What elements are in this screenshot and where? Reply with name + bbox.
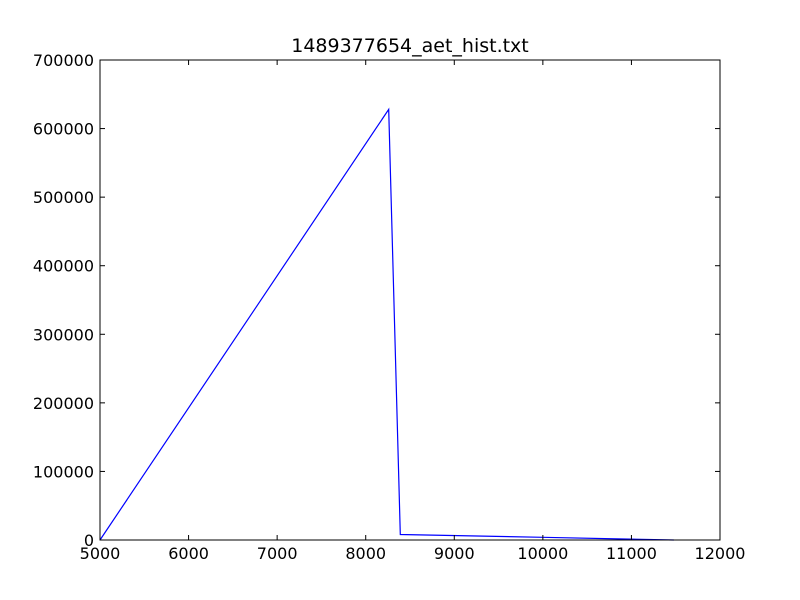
- y-tick-label: 500000: [33, 188, 94, 207]
- x-tick-label: 9000: [434, 544, 475, 563]
- plot-frame: [99, 59, 721, 541]
- y-tick-label: 0: [84, 531, 94, 550]
- x-tick-label: 11000: [606, 544, 657, 563]
- y-tick-label: 400000: [33, 257, 94, 276]
- y-tick-label: 100000: [33, 462, 94, 481]
- y-tick-label: 700000: [33, 51, 94, 70]
- x-tick-label: 12000: [695, 544, 746, 563]
- x-tick-label: 5000: [80, 544, 121, 563]
- series-line: [99, 107, 674, 541]
- y-tick-label: 600000: [33, 120, 94, 139]
- y-axis: 0 100000 200000 300000 400000 500000 600000 700…: [33, 51, 720, 550]
- y-tick-label: 300000: [33, 325, 94, 344]
- x-axis: 5000 6000 7000 8000 9000 10000 11000 12000: [80, 60, 746, 563]
- x-tick-label: 7000: [257, 544, 298, 563]
- x-tick-label: 8000: [345, 544, 386, 563]
- chart-title: 1489377654_aet_hist.txt: [291, 35, 529, 57]
- x-tick-label: 6000: [168, 544, 209, 563]
- y-tick-label: 200000: [33, 394, 94, 413]
- plot-area: [99, 107, 674, 541]
- x-tick-label: 10000: [517, 544, 568, 563]
